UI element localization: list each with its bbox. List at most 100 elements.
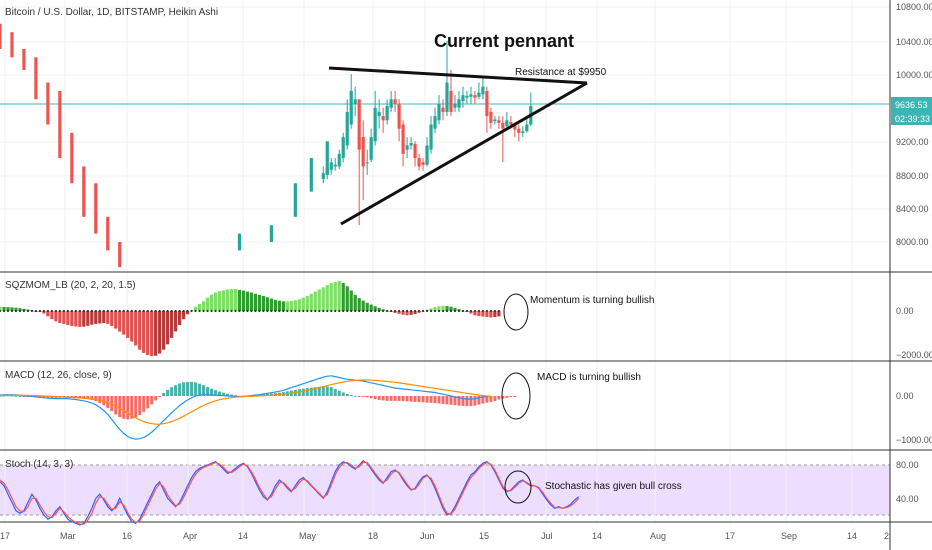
x-tick-label: Mar [60,531,76,541]
macd-histogram-bar [102,396,106,406]
sqzmom-dot [234,309,237,313]
sqzmom-dot [461,309,465,313]
macd-histogram-bar [437,396,441,404]
pennant-lower-line[interactable] [340,81,588,226]
macd-histogram-bar [86,396,90,400]
sqzmom-bar [134,311,138,346]
macd-histogram-bar [381,396,385,401]
sqzmom-bar [233,289,238,311]
candle-body [497,120,501,123]
macd-histogram-bar [142,396,146,412]
sqzmom-bar [317,289,321,311]
sqzmom-bar [94,311,98,324]
sqzmom-dot [98,309,101,313]
sqzmom-bar [217,291,222,311]
sqzmom-bar [181,311,186,320]
sqzmom-bar [193,306,198,311]
candle-body [417,158,421,167]
macd-histogram-bar [162,392,166,396]
y-tick-label: 8800.00 [896,171,929,181]
candle-body [481,86,485,95]
sqzmom-bar [489,311,493,318]
candle-body [361,137,365,167]
x-tick-label: Jul [541,531,553,541]
resistance-annotation: Resistance at $9950 [515,67,607,78]
candle-body [70,132,74,184]
candle-body [0,23,2,49]
macd-histogram-bar [46,396,50,398]
macd-histogram-bar [233,395,237,397]
sqzmom-dot [457,309,461,313]
candle-body [477,92,481,97]
sqzmom-dot [358,309,361,313]
sqzmom-bar [409,311,413,315]
sqzmom-dot [350,309,353,313]
macd-histogram-bar [389,396,393,401]
sqzmom-bar [485,311,489,318]
macd-histogram-bar [361,396,365,398]
sqzmom-bar [469,311,473,314]
sqzmom-bar [365,302,369,311]
price-candles [0,23,533,268]
macd-histogram-bar [134,396,138,418]
sqzmom-bar [138,311,142,350]
candle-body [365,162,369,164]
time-axis[interactable]: 17 Mar 16 Apr 14 May 18 Jun 15 Jul 14 Au… [0,531,889,541]
sqzmom-dot [421,309,425,313]
sqzmom-dot [290,309,293,313]
sqzmom-bar [257,294,262,311]
sqzmom-dot [222,309,225,313]
sqzmom-dot [0,309,2,313]
sqzmom-bar [333,281,337,311]
sqzmom-dot [334,309,337,313]
sqzmom-bar [237,289,242,311]
x-tick-label: 15 [479,531,489,541]
macd-histogram-bar [138,396,142,415]
sqzmom-dot [114,309,117,313]
gridlines [0,0,890,525]
sqzmom-dot [186,309,189,313]
sqzmom-dot [429,309,433,313]
sqzmom-dot [182,309,185,313]
y-tick-label: 0.00 [896,391,914,401]
macd-histogram-bar [18,395,22,397]
candle-body [325,141,329,175]
candle-body [397,103,401,129]
candle-body [58,90,62,159]
sqzmom-dot [110,309,113,313]
candle-body [329,162,333,170]
macd-histogram-bar [194,382,198,396]
macd-histogram-bar [158,396,162,397]
sqzmom-dot [278,309,281,313]
macd-histogram-bar [425,396,429,403]
sqzmom-bar [10,307,14,311]
sqzmom-bar [493,311,497,318]
sqzmom-dot [62,309,65,313]
sqzmom-dot [342,309,345,313]
sqzmom-bar [229,289,234,311]
candle-body [489,111,493,123]
candle-body [357,99,361,150]
sqzmom-dot [441,309,445,313]
sqzmom-bar [114,311,118,329]
candle-body [393,99,397,104]
macd-histogram-bar [385,396,389,401]
macd-histogram-bar [477,396,481,405]
y-tick-label: 10000.00 [896,70,932,80]
price-axis[interactable]: 10800.00 10400.00 10000.00 9200.00 8800.… [896,2,932,247]
macd-histogram-bar [130,396,134,419]
pennant-upper-line[interactable] [328,66,588,85]
candle-body [82,166,86,217]
macd-histogram-bar [461,396,465,406]
sqzmom-bar [277,300,281,311]
sqzmom-dot [130,309,133,313]
y-tick-label: 80.00 [896,460,919,470]
macd-histogram-bar [154,396,158,401]
x-tick-label: May [299,531,317,541]
sqzmom-bar [341,283,345,311]
sqzmom-bar [413,311,417,315]
sqzmom-dot [146,309,149,313]
candle-body [341,137,345,159]
sqzmom-bar [429,308,433,311]
